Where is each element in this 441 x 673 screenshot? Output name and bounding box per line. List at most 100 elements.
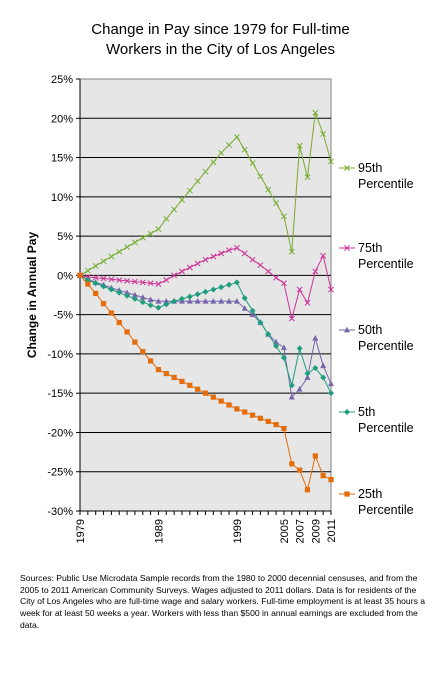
data-point xyxy=(328,158,334,165)
data-point xyxy=(155,226,162,232)
x-tick-label: 1979 xyxy=(75,519,87,543)
data-point xyxy=(202,390,209,396)
x-tick-label: 2011 xyxy=(326,519,338,543)
data-point xyxy=(147,302,154,309)
data-point xyxy=(241,250,248,257)
data-point xyxy=(92,280,99,287)
data-point xyxy=(226,247,232,254)
legend-item-3: 5th Percentile xyxy=(339,405,414,435)
data-point xyxy=(242,409,248,415)
y-tick-label: 15% xyxy=(51,153,73,165)
series-3 xyxy=(77,272,334,397)
data-point xyxy=(155,367,162,373)
data-point xyxy=(288,315,295,322)
data-point xyxy=(108,253,115,260)
data-point xyxy=(155,298,162,304)
x-tick-label: 2005 xyxy=(279,519,291,543)
data-point xyxy=(179,268,185,275)
data-point xyxy=(241,146,248,153)
data-point xyxy=(116,289,123,296)
data-point xyxy=(328,390,334,397)
data-point xyxy=(202,298,209,304)
data-point xyxy=(85,281,91,287)
legend-marker xyxy=(344,165,350,171)
data-point xyxy=(163,301,170,308)
data-point xyxy=(139,279,146,286)
data-point xyxy=(304,370,311,377)
data-point xyxy=(273,343,280,350)
data-point xyxy=(194,260,201,267)
data-point xyxy=(147,280,154,287)
y-tick-label: -25% xyxy=(47,467,73,479)
data-point xyxy=(257,415,264,421)
data-point xyxy=(249,311,256,318)
data-point xyxy=(297,467,303,473)
series-1 xyxy=(77,244,334,322)
legend-label-line-1: 25th xyxy=(358,487,382,501)
data-point xyxy=(233,244,240,251)
data-point xyxy=(202,288,209,295)
data-point xyxy=(312,335,319,341)
data-point xyxy=(124,277,131,284)
data-point xyxy=(179,197,185,203)
data-point xyxy=(116,319,122,326)
data-point xyxy=(187,382,193,388)
data-point xyxy=(280,280,287,287)
x-tick-label: 1989 xyxy=(153,519,165,543)
legend-label-line-1: 95th xyxy=(358,161,382,175)
data-point xyxy=(92,262,99,269)
data-point xyxy=(241,295,248,302)
data-point xyxy=(100,258,107,265)
legend-label-line-1: 50th xyxy=(358,323,382,337)
data-point xyxy=(124,244,131,251)
data-point xyxy=(163,298,170,304)
legend-item-2: 50th Percentile xyxy=(339,323,414,353)
data-point xyxy=(124,289,131,296)
data-point xyxy=(171,374,177,381)
y-tick-label: 10% xyxy=(51,192,73,204)
legend-label-line-2: Percentile xyxy=(358,177,414,191)
legend-label-line-1: 75th xyxy=(358,241,382,255)
data-point xyxy=(289,461,295,467)
data-point xyxy=(131,295,138,302)
legend: 95th Percentile 75th Percentile 50th Percenti… xyxy=(339,161,414,517)
data-point xyxy=(288,382,295,389)
data-point xyxy=(163,277,170,284)
data-point xyxy=(296,345,303,352)
data-point xyxy=(233,279,240,286)
data-point xyxy=(194,178,201,185)
data-point xyxy=(226,281,233,288)
data-point xyxy=(296,286,303,293)
chart-title-line-2: Workers in the City of Los Angeles xyxy=(106,41,335,58)
y-tick-label: -30% xyxy=(47,506,73,518)
data-point xyxy=(186,293,193,300)
legend-item-1: 75th Percentile xyxy=(339,241,414,271)
y-tick-label: 20% xyxy=(51,113,73,125)
data-point xyxy=(265,186,272,193)
legend-label-line-2: Percentile xyxy=(358,503,414,517)
data-point xyxy=(320,473,326,479)
data-point xyxy=(116,277,123,284)
data-point xyxy=(304,299,311,306)
data-point xyxy=(234,406,240,412)
data-point xyxy=(210,286,217,293)
data-point xyxy=(320,374,327,381)
data-point xyxy=(296,142,303,149)
data-point xyxy=(281,425,287,432)
data-point xyxy=(218,149,225,156)
data-point xyxy=(155,304,162,311)
legend-label-line-2: Percentile xyxy=(358,257,414,271)
data-point xyxy=(84,267,91,274)
data-point xyxy=(100,301,107,307)
data-point xyxy=(131,239,138,246)
data-point xyxy=(171,298,178,305)
data-point xyxy=(280,213,287,220)
data-point xyxy=(280,354,287,361)
data-point xyxy=(226,142,232,148)
data-point xyxy=(265,418,271,425)
data-point xyxy=(249,412,256,418)
chart-title-line-1: Change in Pay since 1979 for Full-time xyxy=(91,21,350,38)
legend-marker xyxy=(344,245,350,251)
data-point xyxy=(210,159,217,166)
legend-label-line-2: Percentile xyxy=(358,421,414,435)
